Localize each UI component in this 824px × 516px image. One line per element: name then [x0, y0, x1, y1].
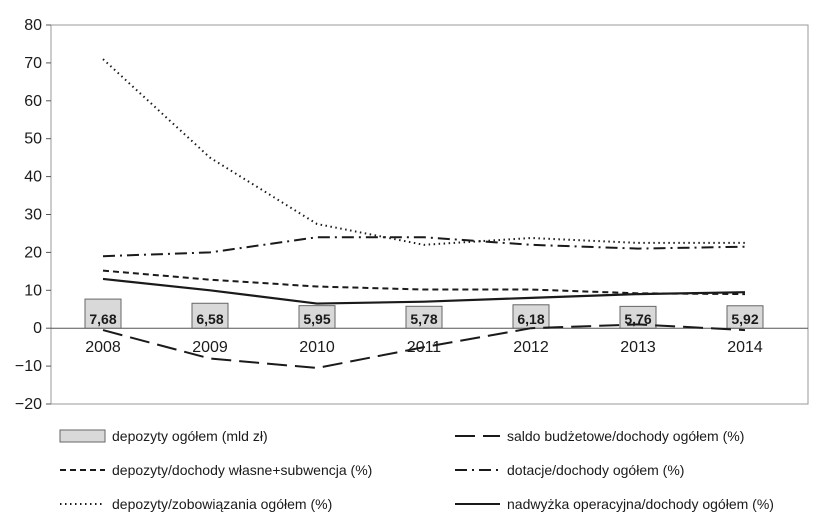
bar-value-label: 5,92 [731, 311, 758, 327]
y-tick-label: 70 [24, 55, 42, 72]
series-line-dash-dot [102, 236, 746, 258]
y-tick-label: 30 [24, 207, 42, 224]
y-tick-label: 20 [24, 244, 42, 261]
series-line-solid [102, 277, 746, 305]
y-tick-label: 40 [24, 169, 42, 186]
legend: depozyty ogółem (mld zł) saldo budżetowe/… [59, 428, 774, 512]
legend-item: nadwyżka operacyjna/dochody ogółem (%) [455, 496, 774, 512]
y-tick-label: 0 [33, 320, 42, 337]
line-series [102, 58, 746, 369]
legend-label: depozyty/dochody własne+subwencja (%) [112, 462, 372, 478]
legend-label: saldo budżetowe/dochody ogółem (%) [507, 428, 744, 444]
legend-label: nadwyżka operacyjna/dochody ogółem (%) [507, 496, 774, 512]
bar [84, 298, 122, 329]
y-tick-label: 80 [24, 17, 42, 34]
bar [298, 305, 336, 329]
bar [191, 302, 229, 329]
series-line-short-dash [102, 269, 746, 296]
legend-item: depozyty/zobowiązania ogółem (%) [60, 496, 332, 512]
bar [726, 305, 764, 329]
legend-item: depozyty ogółem (mld zł) [59, 428, 268, 444]
bar [405, 305, 443, 329]
legend-item: dotacje/dochody ogółem (%) [455, 462, 684, 478]
x-tick-label: 2008 [85, 339, 121, 356]
legend-label: dotacje/dochody ogółem (%) [507, 462, 684, 478]
x-tick-label: 2009 [192, 339, 228, 356]
bar-value-label: 5,78 [410, 311, 437, 327]
series-line-dotted [102, 58, 745, 246]
y-tick-label: −20 [15, 396, 42, 413]
x-tick-label: 2011 [407, 339, 442, 356]
bar-value-label: 5,95 [303, 311, 330, 327]
bar-value-label: 6,58 [196, 311, 223, 327]
y-tick-label: −10 [15, 358, 42, 375]
bar-value-label: 6,18 [517, 311, 544, 327]
x-tick-label: 2013 [620, 339, 656, 356]
bar-series: 7,68 6,58 5,95 5,78 6,18 5,76 5,92 [84, 298, 764, 329]
legend-label: depozyty ogółem (mld zł) [112, 428, 268, 444]
legend-item: depozyty/dochody własne+subwencja (%) [60, 462, 372, 478]
legend-item: saldo budżetowe/dochody ogółem (%) [455, 428, 744, 444]
y-tick-label: 10 [24, 282, 42, 299]
x-tick-label: 2010 [299, 339, 335, 356]
legend-label: depozyty/zobowiązania ogółem (%) [112, 496, 332, 512]
y-tick-label: 60 [24, 93, 42, 110]
x-tick-label: 2012 [513, 339, 549, 356]
x-tick-label: 2014 [727, 339, 763, 356]
y-tick-label: 50 [24, 131, 42, 148]
bar-value-label: 7,68 [89, 311, 116, 327]
x-axis: 2008 2009 2010 2011 2012 2013 2014 [85, 339, 763, 356]
legend-swatch-bar [59, 429, 106, 443]
bar [619, 305, 657, 329]
bar-value-label: 5,76 [624, 311, 651, 327]
